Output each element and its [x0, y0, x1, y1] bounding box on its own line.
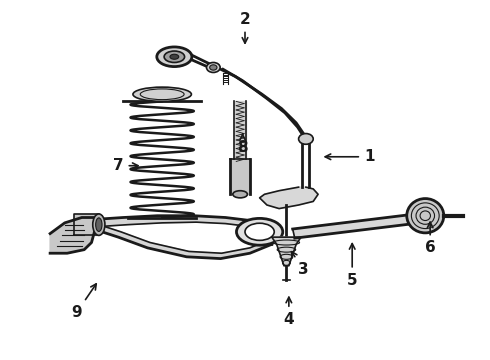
Polygon shape	[230, 158, 250, 194]
Polygon shape	[260, 187, 318, 208]
Ellipse shape	[206, 63, 220, 72]
Ellipse shape	[93, 214, 105, 235]
Text: 8: 8	[237, 134, 248, 156]
Polygon shape	[97, 225, 272, 258]
Text: 9: 9	[72, 284, 96, 320]
Ellipse shape	[407, 199, 444, 233]
Text: 3: 3	[292, 252, 309, 277]
Ellipse shape	[245, 223, 274, 240]
Text: 2: 2	[240, 12, 250, 43]
Ellipse shape	[210, 65, 217, 70]
Text: 7: 7	[113, 158, 138, 173]
Polygon shape	[272, 237, 301, 266]
Text: 1: 1	[325, 149, 374, 164]
Text: 5: 5	[347, 244, 358, 288]
Polygon shape	[234, 102, 246, 158]
Ellipse shape	[133, 87, 192, 102]
Polygon shape	[97, 216, 274, 230]
Ellipse shape	[237, 219, 283, 245]
Ellipse shape	[164, 51, 185, 63]
Polygon shape	[74, 214, 99, 235]
Ellipse shape	[298, 134, 313, 144]
Text: 6: 6	[425, 222, 436, 255]
Ellipse shape	[233, 191, 247, 198]
Polygon shape	[50, 217, 97, 253]
Ellipse shape	[170, 54, 179, 59]
Polygon shape	[213, 66, 306, 140]
Text: 4: 4	[284, 297, 294, 327]
Ellipse shape	[96, 218, 102, 231]
Ellipse shape	[157, 47, 192, 67]
Polygon shape	[293, 215, 412, 238]
